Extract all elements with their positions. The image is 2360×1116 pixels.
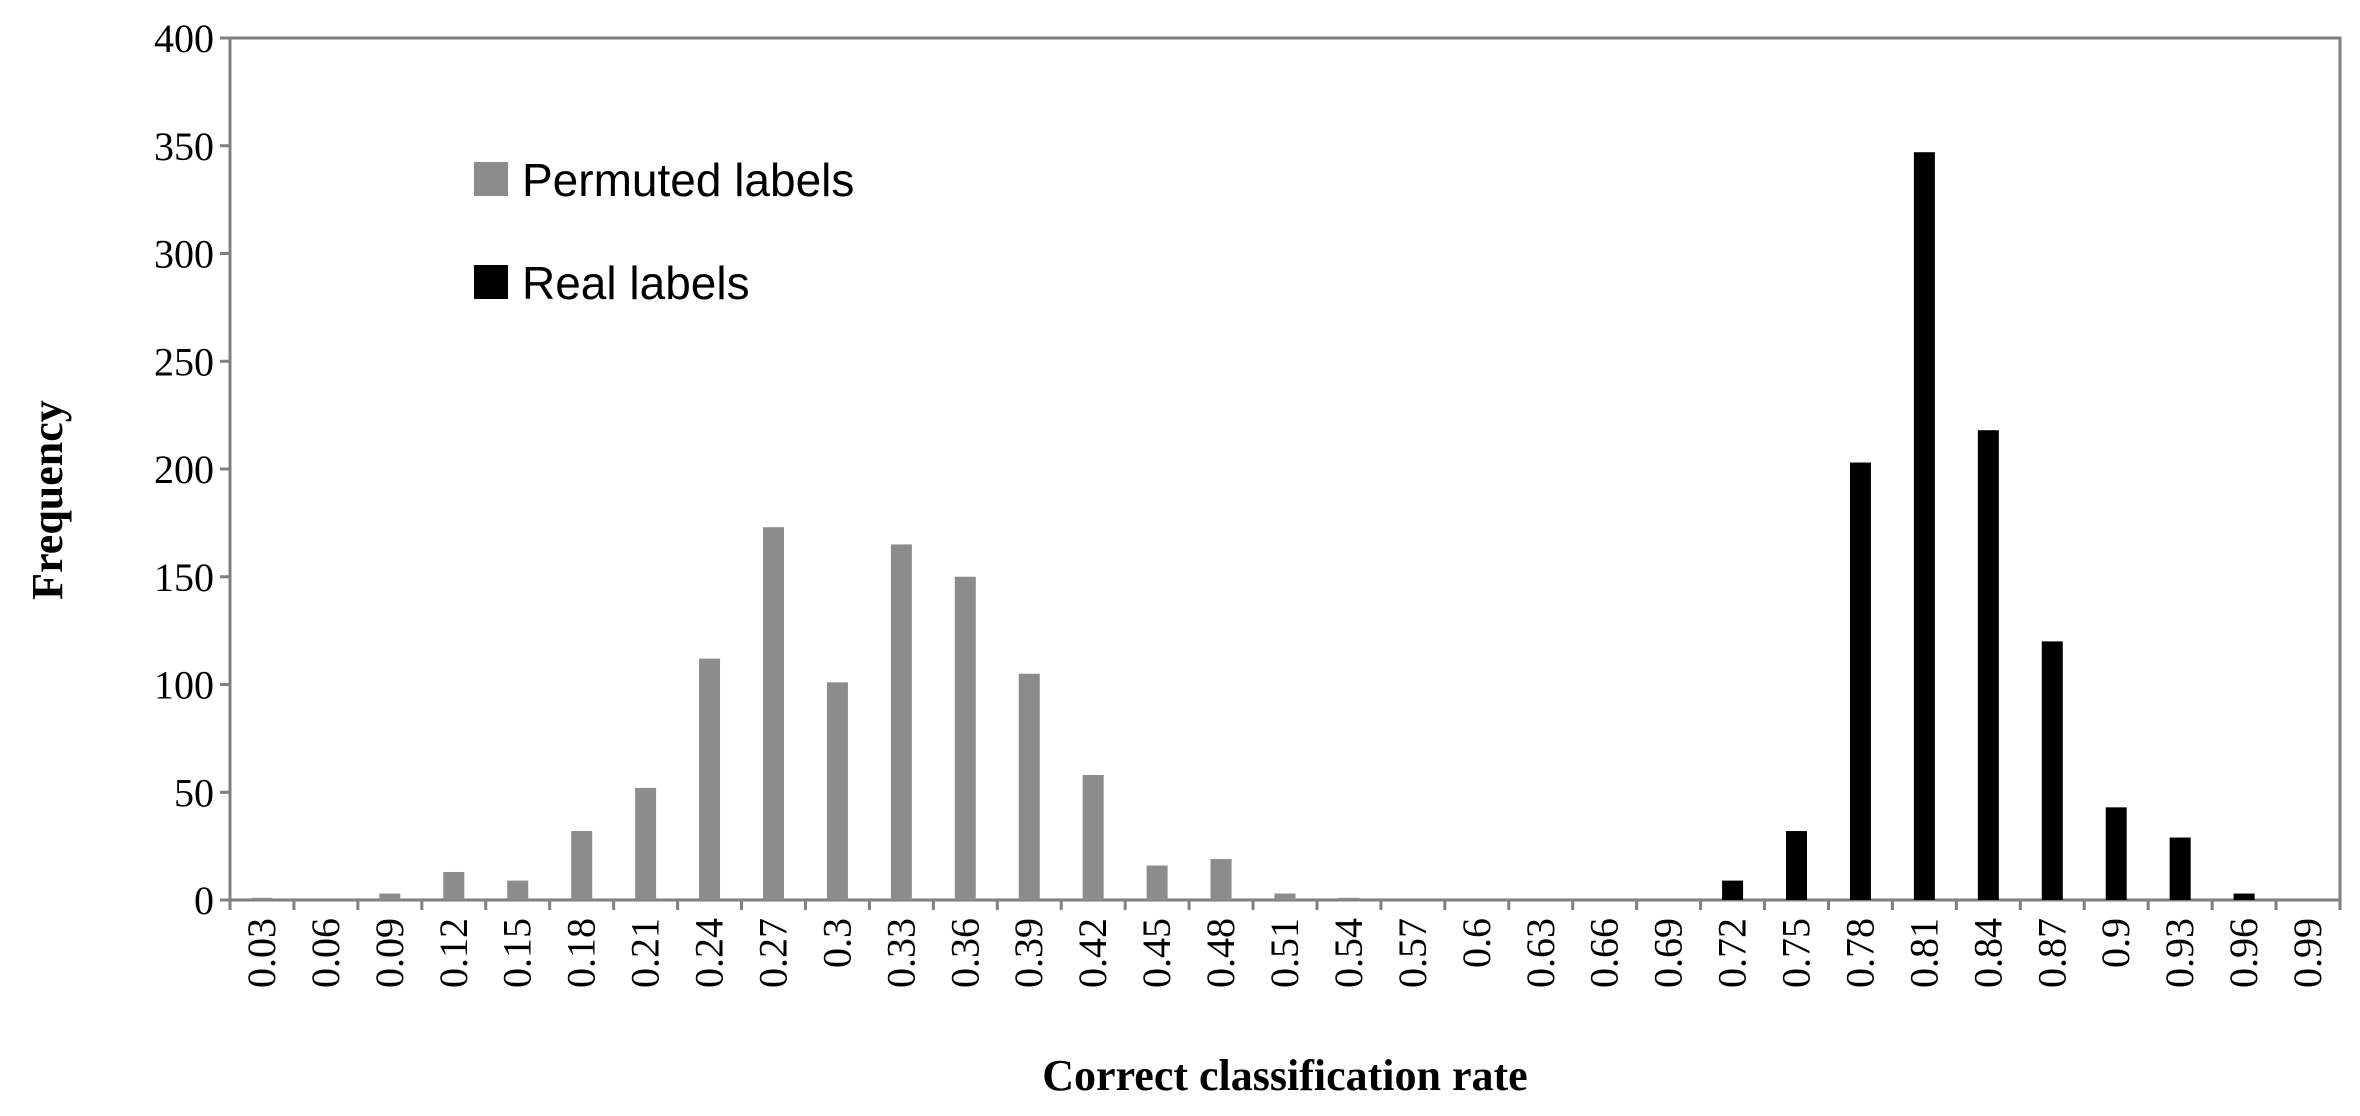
bar-permuted [1082, 775, 1104, 900]
bar-real [2169, 837, 2191, 900]
y-tick-label: 250 [154, 339, 214, 384]
bar-permuted [1146, 865, 1168, 900]
x-tick-label: 0.03 [239, 918, 284, 988]
x-tick-label: 0.3 [814, 918, 859, 968]
legend: Permuted labels Real labels [474, 154, 854, 309]
x-tick-label: 0.45 [1134, 918, 1179, 988]
x-tick-label: 0.15 [495, 918, 540, 988]
y-axis-title: Frequency [23, 400, 72, 600]
bar-permuted [1274, 893, 1296, 900]
bar-permuted [379, 893, 401, 900]
legend-swatch-real [474, 265, 508, 299]
x-tick-label: 0.42 [1070, 918, 1115, 988]
legend-label-real: Real labels [522, 257, 750, 309]
x-tick-label: 0.9 [2093, 918, 2138, 968]
y-tick-label: 0 [194, 878, 214, 923]
x-tick-label: 0.6 [1454, 918, 1499, 968]
x-axis-title: Correct classification rate [1042, 1051, 1527, 1100]
x-tick-label: 0.66 [1582, 918, 1627, 988]
bar-permuted [1210, 859, 1232, 900]
x-tick-label: 0.33 [878, 918, 923, 988]
x-tick-label: 0.78 [1837, 918, 1882, 988]
x-tick-label: 0.51 [1262, 918, 1307, 988]
bar-permuted [571, 831, 593, 900]
x-tick-label: 0.39 [1006, 918, 1051, 988]
y-tick-label: 50 [174, 770, 214, 815]
x-tick-label: 0.24 [687, 918, 732, 988]
bars [251, 152, 2255, 901]
x-axis-ticks: 0.03 0.06 0.09 0.12 0.15 0.18 0.21 0.24 0.27 0.3 0… [228, 900, 2342, 988]
bar-real [2233, 893, 2255, 900]
bar-permuted [762, 527, 784, 900]
x-tick-label: 0.75 [1774, 918, 1819, 988]
bar-real [1913, 152, 1935, 901]
legend-label-permuted: Permuted labels [522, 154, 854, 206]
x-tick-label: 0.12 [431, 918, 476, 988]
bar-permuted [954, 576, 976, 900]
x-tick-label: 0.09 [367, 918, 412, 988]
bar-permuted [826, 682, 848, 900]
x-tick-label: 0.69 [1646, 918, 1691, 988]
x-tick-label: 0.57 [1390, 918, 1435, 988]
bar-permuted [635, 787, 657, 900]
bar-permuted [1018, 673, 1040, 900]
x-tick-label: 0.72 [1710, 918, 1755, 988]
legend-swatch-permuted [474, 162, 508, 196]
y-tick-label: 200 [154, 447, 214, 492]
bar-permuted [443, 871, 465, 900]
x-tick-label: 0.96 [2221, 918, 2266, 988]
y-tick-label: 400 [154, 16, 214, 61]
bar-real [1786, 831, 1808, 900]
y-tick-label: 150 [154, 555, 214, 600]
bar-permuted [1338, 897, 1360, 900]
x-tick-label: 0.48 [1198, 918, 1243, 988]
bar-real [1722, 880, 1744, 900]
bar-real [1977, 430, 1999, 900]
x-tick-label: 0.93 [2157, 918, 2202, 988]
y-tick-label: 300 [154, 232, 214, 277]
x-tick-label: 0.36 [942, 918, 987, 988]
bar-permuted [507, 880, 529, 900]
bar-permuted [890, 544, 912, 900]
x-tick-label: 0.99 [2285, 918, 2330, 988]
bar-real [1849, 462, 1871, 900]
bar-permuted [699, 658, 721, 900]
x-tick-label: 0.06 [303, 918, 348, 988]
bar-permuted [251, 897, 273, 900]
y-tick-label: 100 [154, 663, 214, 708]
x-tick-label: 0.54 [1326, 918, 1371, 988]
bar-real [2105, 807, 2127, 900]
x-tick-label: 0.21 [623, 918, 668, 988]
x-tick-label: 0.84 [1965, 918, 2010, 988]
x-tick-label: 0.18 [559, 918, 604, 988]
y-tick-label: 350 [154, 124, 214, 169]
x-tick-label: 0.63 [1518, 918, 1563, 988]
x-tick-label: 0.87 [2029, 918, 2074, 988]
bar-real [2041, 641, 2063, 900]
y-axis-ticks: 0 50 100 150 200 250 300 350 400 [154, 16, 230, 923]
x-tick-label: 0.27 [750, 918, 795, 988]
x-tick-label: 0.81 [1901, 918, 1946, 988]
